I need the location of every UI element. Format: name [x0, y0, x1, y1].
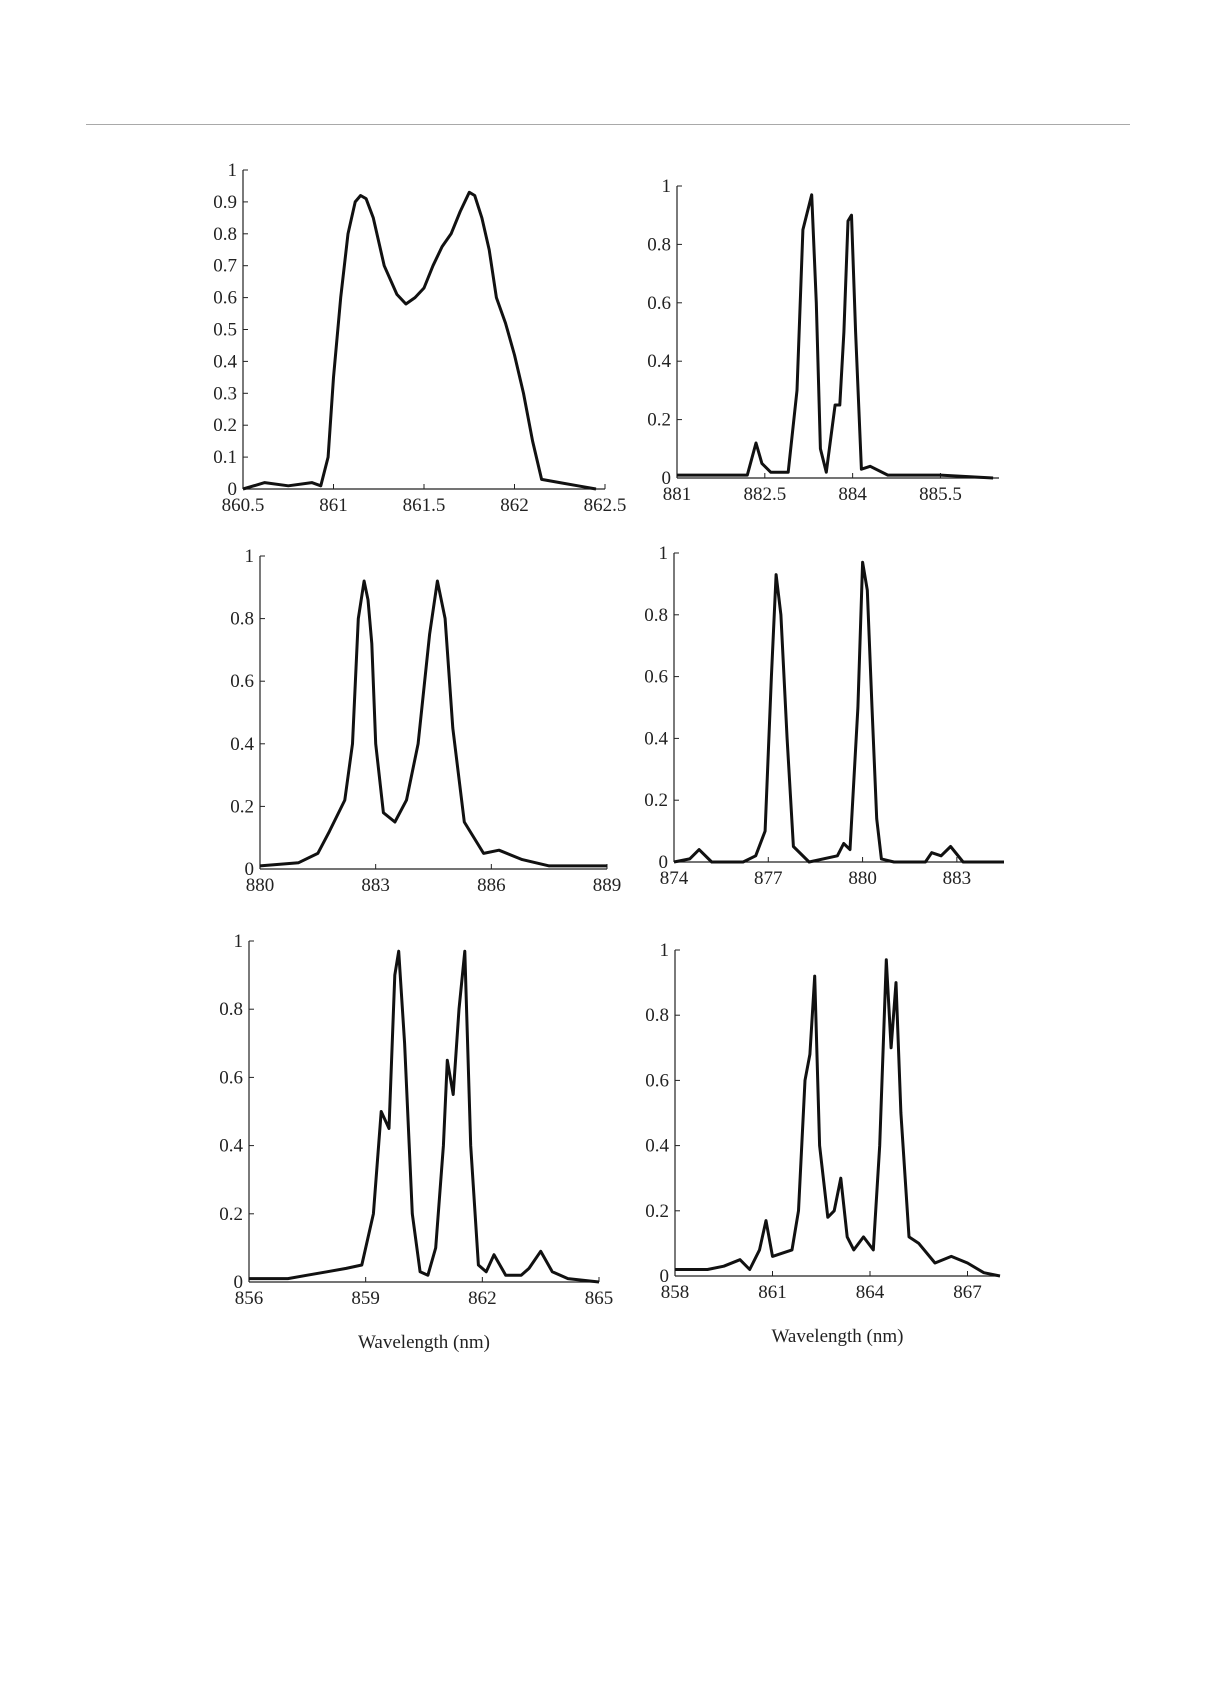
y-tick-label: 0.6 — [647, 293, 671, 314]
y-tick-label: 0.1 — [213, 447, 237, 468]
x-tick-label: 861 — [758, 1282, 787, 1303]
y-tick-label: 1 — [245, 546, 255, 567]
y-tick-label: 0.4 — [645, 1136, 669, 1157]
x-tick-label: 862.5 — [584, 495, 627, 516]
y-tick-label: 0.8 — [213, 224, 237, 245]
y-tick-label: 0.8 — [645, 1005, 669, 1026]
y-tick-label: 1 — [660, 940, 670, 961]
y-tick-label: 0.6 — [644, 667, 668, 688]
spectrum-line — [259, 579, 607, 868]
x-tick-label: 889 — [593, 875, 622, 896]
x-tick-label: 858 — [661, 1282, 690, 1303]
y-tick-label: 0 — [662, 468, 672, 489]
x-tick-label: 865 — [585, 1288, 614, 1309]
x-tick-label: 884 — [838, 484, 867, 505]
y-tick-label: 0.5 — [213, 320, 237, 341]
y-tick-label: 0 — [660, 1266, 670, 1287]
y-tick-label: 0.2 — [230, 796, 254, 817]
x-tick-label: 881 — [663, 484, 692, 505]
x-axis-label: Wavelength (nm) — [358, 1332, 490, 1353]
x-tick-label: 867 — [953, 1282, 982, 1303]
spectrum-line — [675, 958, 1001, 1278]
x-tick-label: 862 — [468, 1288, 497, 1309]
x-tick-label: 883 — [361, 875, 390, 896]
y-tick-label: 0 — [659, 852, 669, 873]
x-tick-label: 874 — [660, 868, 689, 889]
y-tick-label: 0.2 — [645, 1201, 669, 1222]
y-tick-label: 1 — [659, 543, 669, 564]
spectrum-line — [673, 560, 1004, 864]
y-tick-label: 0.4 — [219, 1136, 243, 1157]
chart-panel-5: 0 0.2 0.4 0.6 0.8 1 856 859 862 865 Wavelength (nm… — [219, 931, 613, 1353]
y-tick-label: 0.2 — [213, 415, 237, 436]
y-tick-label: 0.9 — [213, 192, 237, 213]
x-tick-label: 886 — [477, 875, 506, 896]
x-tick-label: 862 — [500, 495, 529, 516]
y-tick-label: 0.3 — [213, 383, 237, 404]
y-tick-label: 0.6 — [645, 1070, 669, 1091]
y-tick-label: 0 — [228, 479, 238, 500]
x-tick-label: 859 — [351, 1288, 380, 1309]
x-tick-label: 856 — [235, 1288, 264, 1309]
y-tick-label: 0.6 — [219, 1067, 243, 1088]
y-tick-label: 0.8 — [644, 605, 668, 626]
y-tick-label: 0.8 — [230, 609, 254, 630]
y-tick-label: 0.4 — [213, 351, 237, 372]
y-tick-label: 0.4 — [644, 728, 668, 749]
x-tick-label: 880 — [246, 875, 275, 896]
spectrum-line — [677, 193, 994, 480]
y-tick-label: 0 — [245, 859, 255, 880]
y-tick-label: 0.8 — [647, 234, 671, 255]
y-tick-label: 0.2 — [644, 790, 668, 811]
spectrum-line — [242, 190, 597, 491]
chart-panel-4: 0 0.2 0.4 0.6 0.8 1 874 877 880 883 — [644, 543, 1004, 889]
y-tick-label: 0.6 — [230, 671, 254, 692]
y-tick-label: 0.7 — [213, 256, 237, 277]
chart-panel-3: 0 0.2 0.4 0.6 0.8 1 880 883 886 889 — [230, 546, 621, 896]
x-tick-label: 860.5 — [222, 495, 265, 516]
y-tick-label: 0.8 — [219, 999, 243, 1020]
x-axis-label: Wavelength (nm) — [772, 1326, 904, 1347]
y-tick-label: 1 — [662, 176, 672, 197]
y-tick-label: 0.4 — [647, 351, 671, 372]
y-tick-label: 0.2 — [647, 410, 671, 431]
spectrum-line — [249, 949, 600, 1284]
y-tick-label: 0 — [234, 1272, 244, 1293]
header-rule — [86, 124, 1130, 125]
x-tick-label: 880 — [848, 868, 877, 889]
y-tick-label: 1 — [228, 160, 238, 181]
y-tick-label: 0.4 — [230, 734, 254, 755]
x-tick-label: 861.5 — [403, 495, 446, 516]
x-tick-label: 864 — [856, 1282, 885, 1303]
chart-panel-2: 0 0.2 0.4 0.6 0.8 1 881 882.5 884 885.5 — [647, 176, 999, 505]
x-tick-label: 877 — [754, 868, 783, 889]
y-tick-label: 0.6 — [213, 288, 237, 309]
x-tick-label: 861 — [319, 495, 348, 516]
x-tick-label: 882.5 — [743, 484, 786, 505]
chart-panel-6: 0 0.2 0.4 0.6 0.8 1 858 861 864 867 Wavelength (nm… — [645, 940, 1001, 1347]
x-tick-label: 883 — [943, 868, 972, 889]
x-tick-label: 885.5 — [919, 484, 962, 505]
chart-panel-1: 0 0.1 0.2 0.3 0.4 0.5 0.6 0.7 0.8 0.9 1 860.5 861 861… — [213, 160, 626, 516]
y-tick-label: 0.2 — [219, 1204, 243, 1225]
y-tick-label: 1 — [234, 931, 244, 952]
